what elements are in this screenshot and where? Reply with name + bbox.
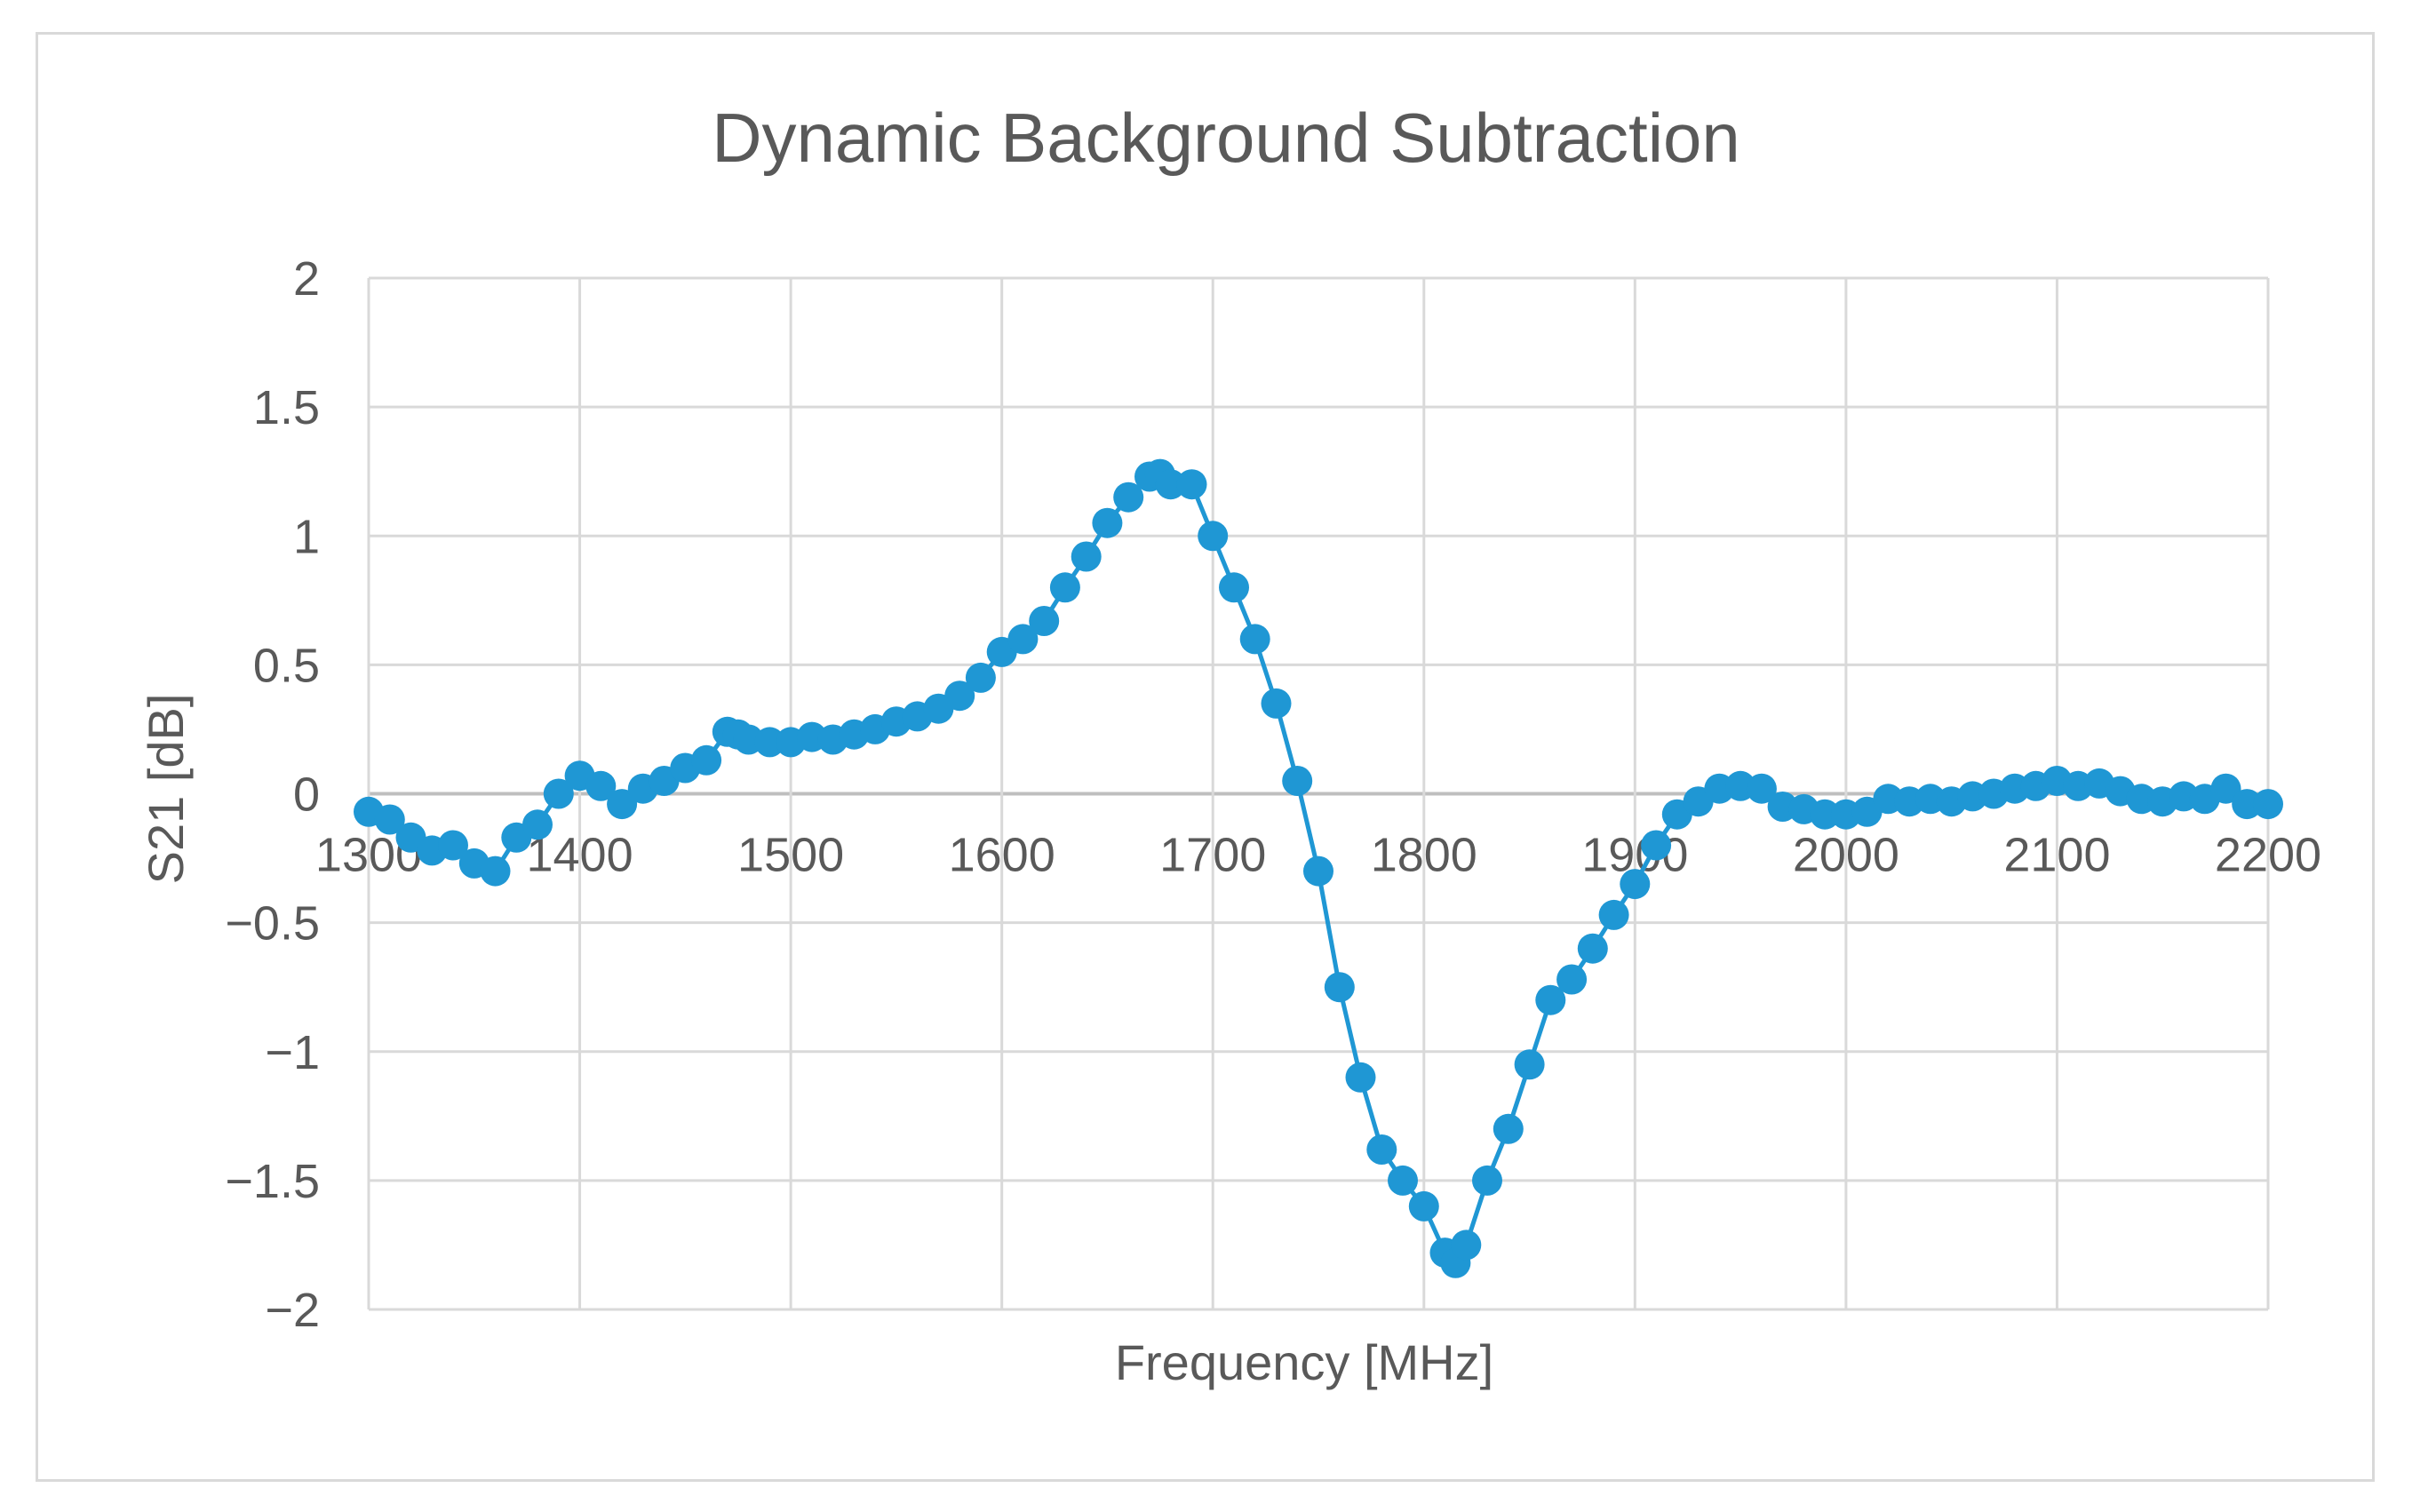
data-point [1388, 1165, 1418, 1196]
data-point [1641, 830, 1672, 861]
data-point [1535, 984, 1566, 1015]
data-point [585, 770, 617, 801]
y-axis-ticks: 2 1.5 1 0.5 0 −0.5 −1 −1.5 −2 [225, 252, 320, 1337]
y-tick-label: 1.5 [253, 381, 320, 434]
data-point [607, 789, 638, 820]
data-point [1113, 481, 1144, 513]
data-point [438, 830, 468, 861]
data-point [1176, 469, 1207, 500]
data-point [965, 662, 996, 693]
data-point [1049, 572, 1080, 603]
y-tick-label: 2 [293, 252, 320, 306]
data-point [1366, 1134, 1397, 1165]
data-point [1092, 507, 1123, 538]
y-axis-title: S21 [dB] [138, 694, 194, 885]
data-point [754, 727, 785, 758]
y-tick-label: −1.5 [225, 1155, 320, 1208]
x-tick-label: 2000 [1793, 829, 1899, 882]
x-tick-label: 1700 [1159, 829, 1266, 882]
data-point [522, 809, 553, 840]
y-tick-label: 0 [293, 768, 320, 822]
y-tick-label: 0.5 [253, 639, 320, 692]
data-point [1239, 624, 1270, 655]
x-tick-label: 1500 [737, 829, 844, 882]
data-point [1071, 541, 1102, 572]
data-point [1620, 869, 1651, 900]
data-point [1282, 766, 1313, 796]
data-point [1493, 1113, 1524, 1144]
data-point [1408, 1190, 1439, 1222]
data-point [1810, 799, 1841, 830]
data-point [2253, 789, 2283, 820]
y-tick-label: −1 [265, 1026, 320, 1079]
data-point [1198, 521, 1229, 552]
data-point [480, 855, 511, 887]
data-point [1303, 855, 1333, 887]
data-point [691, 744, 722, 776]
x-axis-ticks: 1300 1400 1500 1600 1700 1800 1900 2000 2100 2200 [315, 829, 2321, 882]
data-point [1598, 899, 1629, 930]
x-axis-title: Frequency [MHz] [1115, 1334, 1493, 1390]
data-point [1261, 688, 1292, 719]
x-tick-label: 1800 [1371, 829, 1477, 882]
data-series [354, 458, 2283, 1278]
y-tick-label: −2 [265, 1284, 320, 1337]
data-point [374, 804, 405, 835]
data-point [1324, 972, 1355, 1003]
data-point [1345, 1062, 1376, 1093]
data-point [1472, 1165, 1502, 1196]
data-point [2210, 773, 2241, 804]
data-point [1514, 1049, 1545, 1080]
chart-frame [36, 32, 2375, 1482]
data-point [1451, 1229, 1482, 1261]
x-tick-label: 2100 [2003, 829, 2110, 882]
data-point [1219, 572, 1249, 603]
y-tick-label: −0.5 [225, 897, 320, 951]
data-point [1029, 606, 1060, 636]
data-point [1577, 933, 1608, 964]
data-point [2232, 789, 2263, 820]
data-point [1155, 469, 1186, 500]
data-point [1746, 773, 1777, 804]
y-tick-label: 1 [293, 510, 320, 563]
data-point [543, 778, 574, 809]
x-tick-label: 2200 [2215, 829, 2321, 882]
chart-title: Dynamic Background Subtraction [712, 99, 1740, 177]
data-point [1007, 624, 1039, 655]
data-point [1556, 964, 1588, 995]
x-tick-label: 1600 [949, 829, 1055, 882]
data-point [944, 680, 975, 712]
